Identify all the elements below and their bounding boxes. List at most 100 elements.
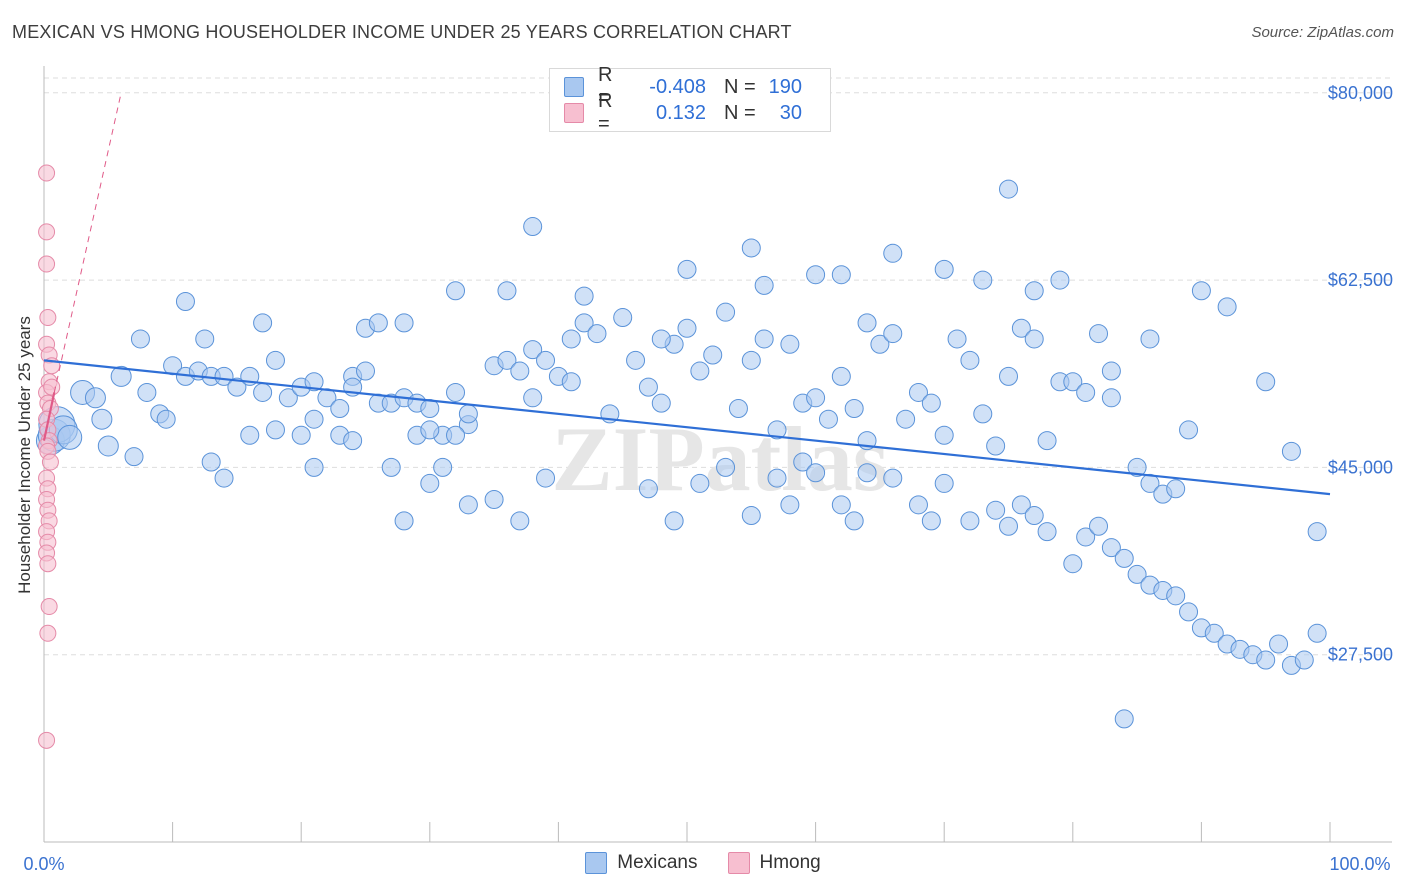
- mexicans-point-177: [973, 270, 993, 290]
- mexicans-point-38: [446, 382, 466, 402]
- legend-item-hmong: Hmong: [727, 852, 821, 874]
- mexicans-point-123: [908, 495, 928, 515]
- mexicans-point-27: [304, 409, 324, 429]
- mexicans-point-110: [638, 479, 658, 499]
- mexicans-point-86: [870, 334, 890, 354]
- mexicans-point-25: [278, 388, 298, 408]
- mexicans-point-31: [356, 361, 375, 381]
- n-label: N =: [724, 101, 756, 124]
- mexicans-point-93: [960, 350, 980, 370]
- hmong-point-27: [39, 624, 57, 642]
- mexicans-point-130: [1024, 506, 1044, 526]
- mexicans-point-161: [253, 313, 273, 333]
- mexicans-point-154: [536, 468, 556, 488]
- mexicans-point-187: [1307, 522, 1327, 542]
- r-value: -0.408: [649, 75, 706, 98]
- mexicans-point-175: [883, 243, 903, 263]
- mexicans-point-57: [523, 388, 543, 408]
- mexicans-point-148: [1269, 634, 1289, 654]
- mexicans-point-159: [394, 511, 414, 531]
- mexicans-point-23: [253, 382, 273, 402]
- mexicans-point-68: [651, 393, 671, 413]
- mexicans-point-168: [574, 286, 594, 306]
- mexicans-point-99: [1037, 431, 1057, 451]
- mexicans-point-73: [716, 302, 736, 322]
- mexicans-point-70: [677, 318, 697, 338]
- mexicans-point-137: [1127, 564, 1147, 584]
- hmong-point-3: [39, 309, 57, 327]
- mexicans-point-128: [999, 516, 1018, 536]
- mexicans-point-62: [574, 313, 594, 333]
- mexicans-point-169: [651, 329, 671, 349]
- mexicans-point-71: [690, 361, 710, 381]
- mexicans-point-84: [857, 313, 877, 333]
- mexicans-point-51: [446, 425, 466, 445]
- mexicans-point-136: [1114, 548, 1134, 568]
- mexicans-point-118: [806, 463, 826, 483]
- mexicans-point-81: [818, 409, 838, 429]
- mexicans-point-11: [137, 382, 157, 402]
- mexicans-point-74: [728, 399, 748, 419]
- mexicans-point-41: [214, 468, 234, 488]
- mexicans-point-66: [626, 350, 646, 370]
- legend-row-hmong: R = 0.132 N = 30: [564, 90, 802, 135]
- mexicans-point-103: [1089, 324, 1109, 344]
- mexicans-point-179: [1024, 281, 1044, 301]
- mexicans-point-89: [908, 382, 928, 402]
- n-value: 190: [768, 75, 802, 98]
- mexicans-point-97: [1011, 318, 1031, 338]
- mexicans-point-117: [793, 452, 813, 472]
- mexicans-point-170: [677, 259, 697, 279]
- mexicans-point-141: [1179, 602, 1199, 622]
- mexicans-point-111: [664, 511, 684, 531]
- x-tick-label-1: 100.0%: [1329, 854, 1390, 874]
- mexicans-trend-line: [43, 359, 1331, 496]
- mexicans-point-183: [1191, 281, 1211, 301]
- mexicans-point-189: [368, 313, 388, 333]
- mexicans-point-24: [265, 350, 285, 370]
- hmong-points: [38, 164, 61, 749]
- mexicans-point-135: [1101, 538, 1121, 558]
- mexicans-point-101: [1063, 372, 1083, 392]
- grid-lines: [44, 77, 1392, 656]
- mexicans-point-95: [986, 436, 1006, 456]
- mexicans-point-180: [1050, 270, 1070, 290]
- mexicans-point-47: [343, 431, 363, 451]
- legend-item-mexicans: Mexicans: [585, 852, 698, 874]
- chart-title: MEXICAN VS HMONG HOUSEHOLDER INCOME UNDE…: [12, 22, 792, 42]
- mexicans-point-140: [1166, 586, 1186, 606]
- series-legend: Mexicans Hmong: [0, 852, 1406, 874]
- y-tick-label-0: $80,000: [1328, 83, 1393, 103]
- mexicans-point-83: [844, 399, 864, 419]
- mexicans-point-109: [1179, 420, 1199, 440]
- mexicans-point-178: [999, 179, 1018, 199]
- mexicans-point-121: [857, 463, 877, 483]
- n-label: N =: [724, 75, 756, 98]
- mexicans-point-112: [690, 473, 710, 493]
- mexicans-point-40: [201, 452, 221, 472]
- mexicans-legend-swatch: [585, 852, 608, 874]
- mexicans-point-60: [561, 329, 581, 349]
- mexicans-point-29: [330, 399, 350, 419]
- mexicans-point-94: [973, 404, 993, 424]
- mexicans-point-181: [1101, 361, 1121, 381]
- mexicans-point-153: [510, 511, 530, 531]
- hmong-point-2: [38, 255, 56, 273]
- y-tick-label-3: $27,500: [1328, 645, 1393, 665]
- mexicans-point-58: [536, 350, 556, 370]
- hmong-legend-swatch: [727, 852, 750, 874]
- mexicans-point-20: [214, 366, 234, 386]
- mexicans-point-91: [934, 425, 954, 445]
- mexicans-point-167: [523, 217, 543, 237]
- mexicans-point-164: [394, 313, 414, 333]
- mexicans-point-166: [497, 281, 517, 301]
- hmong-legend-label: Hmong: [759, 852, 821, 873]
- mexicans-point-54: [497, 350, 517, 370]
- mexicans-point-174: [831, 265, 851, 285]
- mexicans-point-184: [1217, 297, 1237, 317]
- mexicans-point-48: [381, 457, 401, 477]
- mexicans-point-165: [446, 281, 466, 301]
- hmong-point-1: [38, 223, 56, 241]
- mexicans-point-90: [921, 393, 941, 413]
- mexicans-point-78: [780, 334, 800, 354]
